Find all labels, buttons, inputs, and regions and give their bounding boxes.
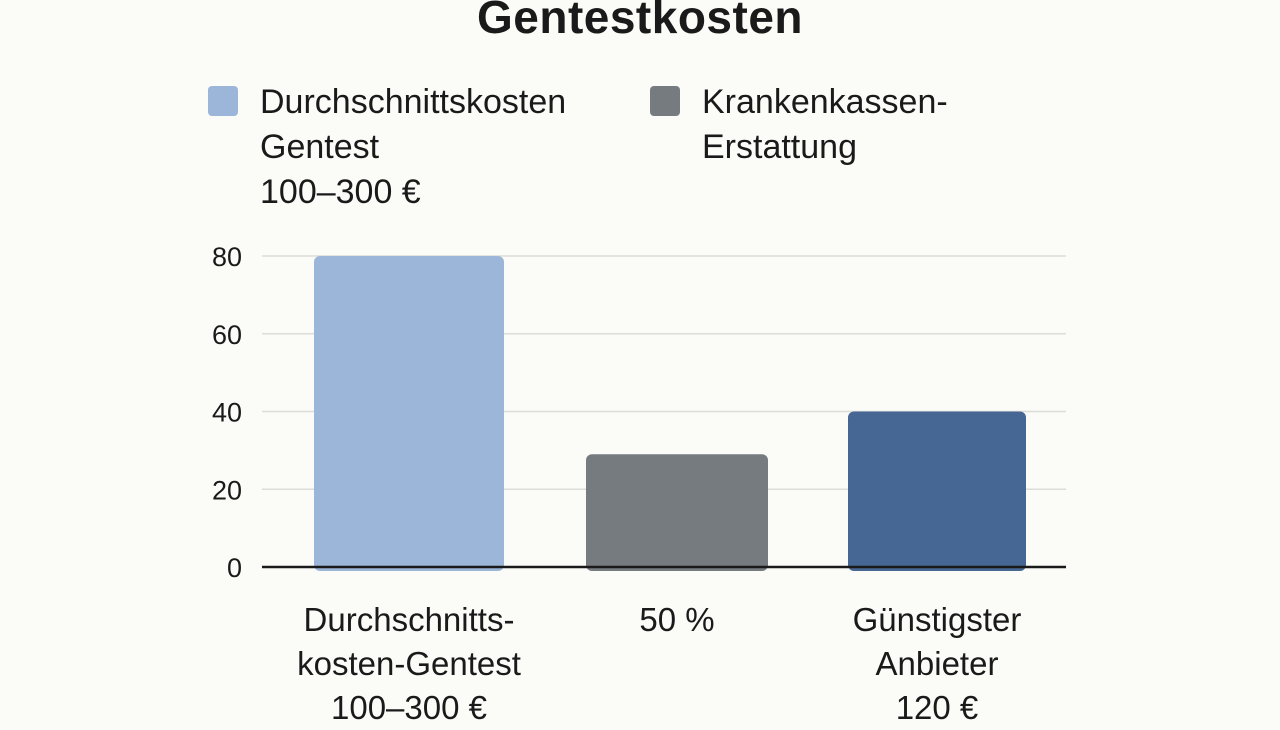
x-tick-label-line: 100–300 € [331,689,487,726]
y-tick-label: 60 [212,320,242,350]
x-tick-label-line: Anbieter [875,645,999,682]
bar [314,256,504,571]
legend-swatch-average-cost [208,86,238,116]
chart-title: Gentestkosten [476,0,804,43]
bar [848,411,1026,571]
y-tick-label: 0 [227,553,242,583]
x-tick-label-line: 120 € [895,689,979,726]
legend-line: Erstattung [702,128,857,166]
x-tick-label-line: Günstigster [852,601,1022,638]
legend-line: Durchschnittskosten [260,83,567,121]
x-tick-label-line: kosten-Gentest [297,645,521,682]
y-tick-label: 80 [212,242,242,272]
legend-swatch-insurance-refund [650,86,680,116]
legend-line: 100–300 € [260,173,421,211]
y-tick-label: 20 [212,475,242,505]
x-tick-label: Günstigster Anbieter 120 € [777,598,1097,730]
bar [586,454,768,571]
legend-line: Gentest [260,128,380,166]
x-tick-label-line: Durchschnitts- [303,601,515,638]
x-tick-label: 50 % [517,598,837,642]
legend-label-average-cost: Durchschnittskosten Gentest 100–300 € [260,80,566,215]
x-tick-label-line: 50 % [639,601,715,638]
legend-item-average-cost: Durchschnittskosten Gentest 100–300 € [208,80,566,215]
y-tick-label: 40 [212,398,242,428]
legend-line: Krankenkassen- [702,83,948,121]
legend-label-insurance-refund: Krankenkassen- Erstattung [702,80,948,170]
legend-item-insurance-refund: Krankenkassen- Erstattung [650,80,948,170]
